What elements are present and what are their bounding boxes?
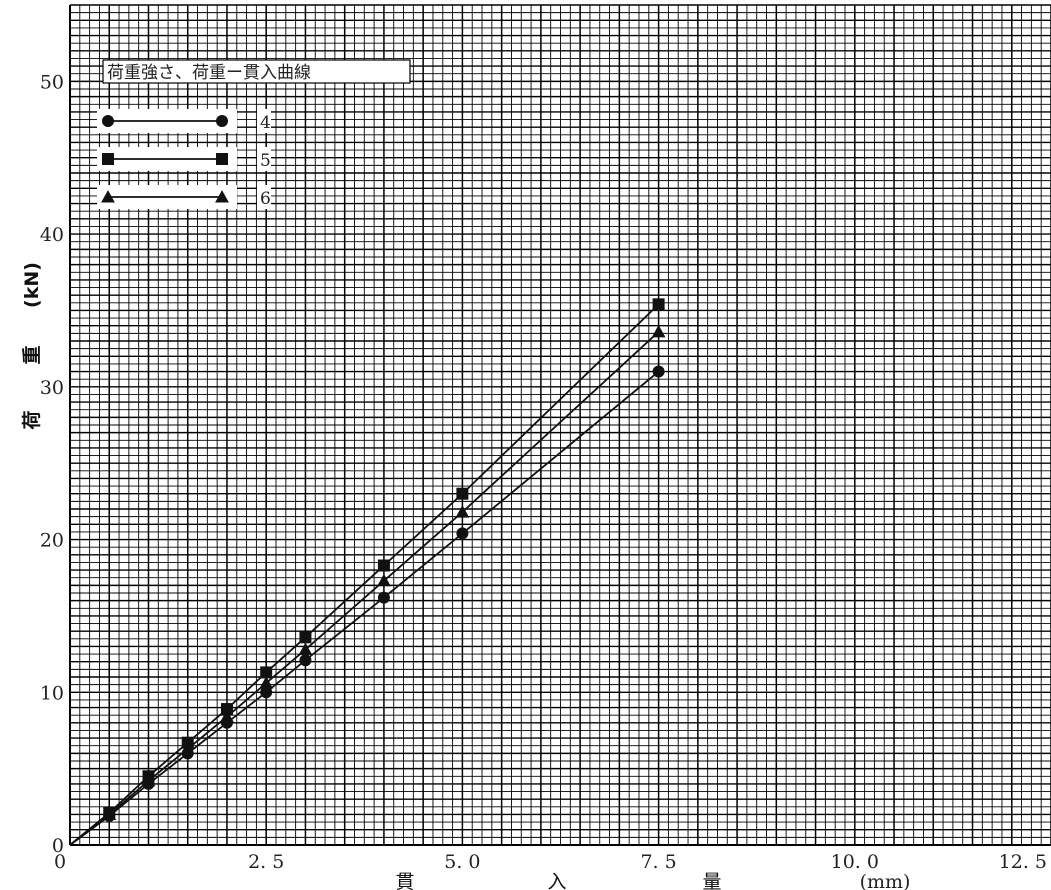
legend-label-bg (257, 147, 271, 171)
y-axis-title-char: 重 (21, 345, 43, 364)
legend-label-bg (257, 109, 271, 133)
series-layer (69, 298, 666, 846)
series-line-5 (69, 303, 660, 846)
data-point-6 (141, 773, 156, 787)
x-axis-title-char: 入 (547, 871, 566, 890)
data-point-6 (259, 676, 274, 689)
data-point-5 (456, 487, 469, 500)
data-point-6 (298, 642, 313, 656)
x-tick-label: 0 (54, 851, 66, 873)
series-line-6 (69, 331, 660, 846)
x-tick-label: 7. 5 (640, 851, 676, 873)
data-point-5 (652, 298, 665, 311)
legend-marker (102, 153, 114, 165)
data-point-5 (260, 666, 273, 679)
legend-label-bg (257, 185, 271, 209)
legend-entry-4: 4 (97, 109, 271, 133)
x-axis-title-char: 貫 (395, 871, 414, 890)
y-tick-label: 20 (40, 530, 64, 552)
series-line-4 (69, 370, 660, 846)
data-point-6 (102, 807, 117, 820)
data-point-4 (377, 591, 390, 604)
legend-label: 5 (260, 151, 271, 171)
data-point-5 (377, 559, 390, 572)
legend-entry-5: 5 (97, 147, 271, 171)
data-point-5 (220, 703, 233, 716)
grid-layer (69, 4, 1051, 846)
y-tick-label: 0 (52, 835, 64, 857)
label-layer: 0 10 20 30 40 50 0 2. 5 5. 0 7. 5 10. 0 12. 5 貫 入 量 (mm… (20, 71, 1047, 890)
data-point-6 (651, 324, 666, 338)
y-tick-label: 10 (40, 682, 64, 704)
legend-label: 6 (260, 189, 271, 209)
x-tick-label: 2. 5 (248, 851, 284, 873)
data-point-6 (180, 741, 195, 755)
data-point-6 (220, 709, 234, 723)
data-point-4 (260, 686, 273, 699)
legend-layer: 荷重強さ、荷重ー貫入曲線 4 5 6 (97, 59, 411, 209)
data-point-4 (299, 654, 312, 667)
data-point-6 (455, 505, 470, 518)
legend-entry-6: 6 (97, 185, 271, 209)
y-tick-label: 50 (40, 71, 64, 93)
legend-marker (102, 115, 114, 127)
series-5 (69, 298, 665, 846)
data-point-4 (456, 527, 469, 540)
chart-title: 荷重強さ、荷重ー貫入曲線 (107, 63, 311, 83)
x-axis-title-char: 量 (702, 871, 721, 890)
legend-label: 4 (260, 113, 271, 133)
y-axis-unit: (kN) (21, 262, 43, 308)
y-axis-title-char: 荷 (20, 410, 43, 429)
data-point-5 (299, 631, 312, 644)
x-tick-label: 5. 0 (444, 851, 480, 873)
x-axis-unit: (mm) (860, 871, 911, 890)
legend-title-box (102, 59, 411, 84)
y-tick-label: 40 (40, 224, 64, 246)
legend-marker (216, 153, 228, 165)
legend-marker (216, 115, 228, 127)
axis-layer (69, 5, 1051, 846)
legend-marker (215, 190, 229, 203)
data-point-4 (652, 365, 665, 378)
x-tick-label: 12. 5 (999, 851, 1047, 873)
data-point-6 (377, 573, 391, 587)
series-6 (69, 324, 666, 846)
x-tick-label: 10. 0 (831, 851, 879, 873)
legend-marker (101, 190, 115, 203)
y-tick-label: 30 (40, 377, 64, 399)
